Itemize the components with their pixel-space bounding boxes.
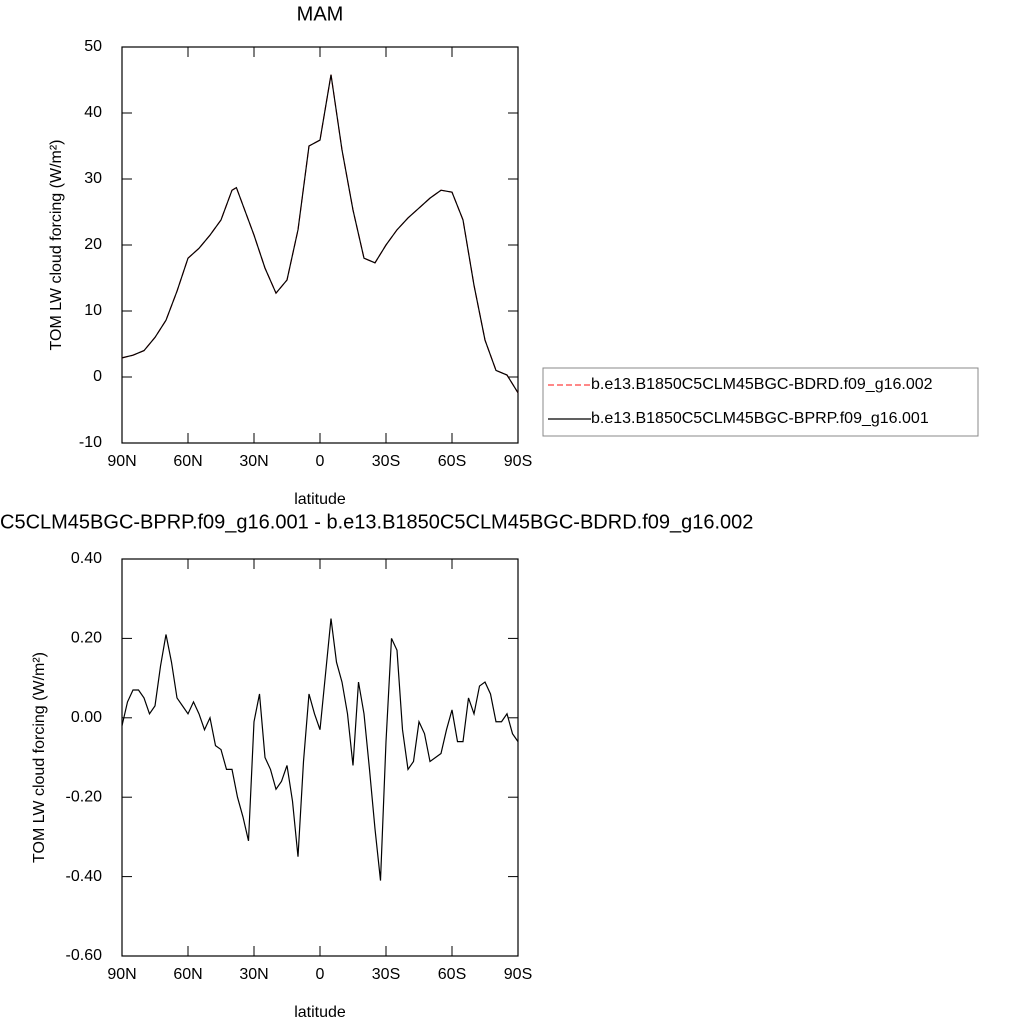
y-tick-label: -0.20 [66, 788, 103, 805]
data-line [121, 618, 519, 881]
y-tick-label: -0.60 [66, 947, 103, 964]
x-tick-label: 60S [438, 453, 466, 470]
y-tick-label: 0.00 [71, 709, 102, 726]
plot-frame [121, 46, 519, 444]
y-tick-label: 0.40 [71, 550, 102, 567]
plot-frame [121, 558, 519, 957]
y-tick-label: 20 [84, 236, 102, 253]
x-tick-label: 90S [504, 966, 532, 983]
x-tick-label: 0 [316, 966, 325, 983]
x-tick-label: 90N [107, 966, 136, 983]
chart-title: MAM [297, 3, 344, 25]
chart-title: b.e13.B1850C5CLM45BGC-BPRP.f09_g16.001 -… [0, 511, 753, 533]
y-tick-label: 50 [84, 38, 102, 55]
y-tick-label: 0.20 [71, 630, 102, 647]
y-tick-label: 0 [93, 368, 102, 385]
x-tick-label: 30N [239, 453, 268, 470]
y-tick-label: 10 [84, 302, 102, 319]
y-tick-label: -0.40 [66, 868, 103, 885]
x-axis-label: latitude [294, 491, 346, 508]
y-axis-label: TOM LW cloud forcing (W/m²) [31, 652, 48, 863]
x-tick-label: 60S [438, 966, 466, 983]
x-tick-label: 30S [372, 453, 400, 470]
data-line [121, 74, 519, 394]
y-axis-label: TOM LW cloud forcing (W/m²) [48, 140, 65, 351]
x-axis-label: latitude [294, 1004, 346, 1021]
x-tick-label: 30S [372, 966, 400, 983]
y-tick-label: 30 [84, 170, 102, 187]
x-tick-label: 90S [504, 453, 532, 470]
y-tick-label: 40 [84, 104, 102, 121]
data-line [121, 74, 519, 394]
x-tick-label: 0 [316, 453, 325, 470]
x-tick-label: 30N [239, 966, 268, 983]
legend-box [542, 367, 979, 437]
y-tick-label: -10 [79, 434, 102, 451]
x-tick-label: 90N [107, 453, 136, 470]
x-tick-label: 60N [173, 966, 202, 983]
legend-label: b.e13.B1850C5CLM45BGC-BPRP.f09_g16.001 [591, 410, 929, 427]
x-tick-label: 60N [173, 453, 202, 470]
legend-label: b.e13.B1850C5CLM45BGC-BDRD.f09_g16.002 [591, 376, 933, 393]
